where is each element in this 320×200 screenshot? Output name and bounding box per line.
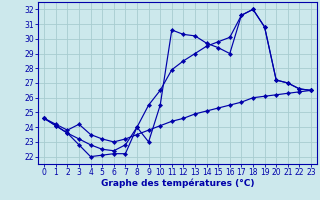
X-axis label: Graphe des températures (°C): Graphe des températures (°C) xyxy=(101,179,254,188)
